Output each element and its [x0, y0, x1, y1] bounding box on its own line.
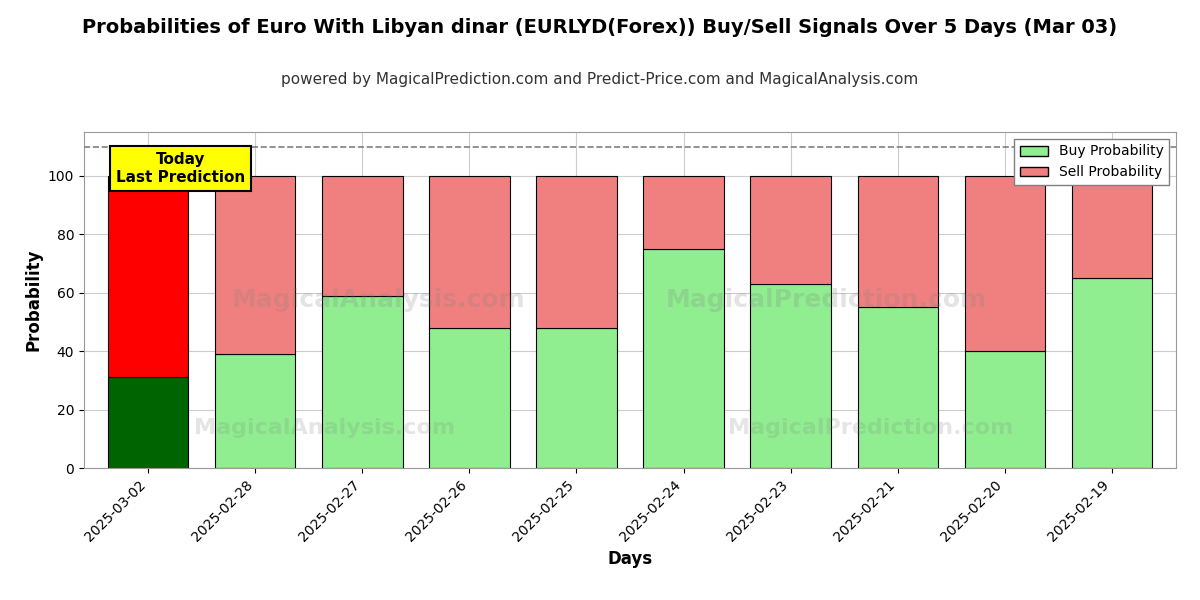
Bar [965, 176, 1045, 351]
Bar [858, 307, 937, 468]
Bar [430, 176, 510, 328]
Bar [430, 328, 510, 468]
Text: powered by MagicalPrediction.com and Predict-Price.com and MagicalAnalysis.com: powered by MagicalPrediction.com and Pre… [281, 72, 919, 87]
Bar [536, 328, 617, 468]
Text: Probabilities of Euro With Libyan dinar (EURLYD(Forex)) Buy/Sell Signals Over 5 : Probabilities of Euro With Libyan dinar … [83, 18, 1117, 37]
Bar [858, 176, 937, 307]
Text: MagicalPrediction.com: MagicalPrediction.com [727, 418, 1013, 437]
Bar [215, 176, 295, 354]
Bar [643, 249, 724, 468]
Text: MagicalPrediction.com: MagicalPrediction.com [666, 288, 988, 312]
Bar [1072, 176, 1152, 278]
Y-axis label: Probability: Probability [24, 249, 42, 351]
Bar [1072, 278, 1152, 468]
Bar [536, 176, 617, 328]
Bar [215, 354, 295, 468]
Bar [643, 176, 724, 249]
Bar [323, 296, 402, 468]
Bar [108, 176, 188, 377]
Text: MagicalAnalysis.com: MagicalAnalysis.com [193, 418, 455, 437]
Bar [750, 176, 830, 284]
Text: MagicalAnalysis.com: MagicalAnalysis.com [232, 288, 526, 312]
Bar [750, 284, 830, 468]
Bar [108, 377, 188, 468]
Legend: Buy Probability, Sell Probability: Buy Probability, Sell Probability [1014, 139, 1169, 185]
Bar [323, 176, 402, 296]
Bar [965, 351, 1045, 468]
X-axis label: Days: Days [607, 550, 653, 568]
Text: Today
Last Prediction: Today Last Prediction [115, 152, 245, 185]
